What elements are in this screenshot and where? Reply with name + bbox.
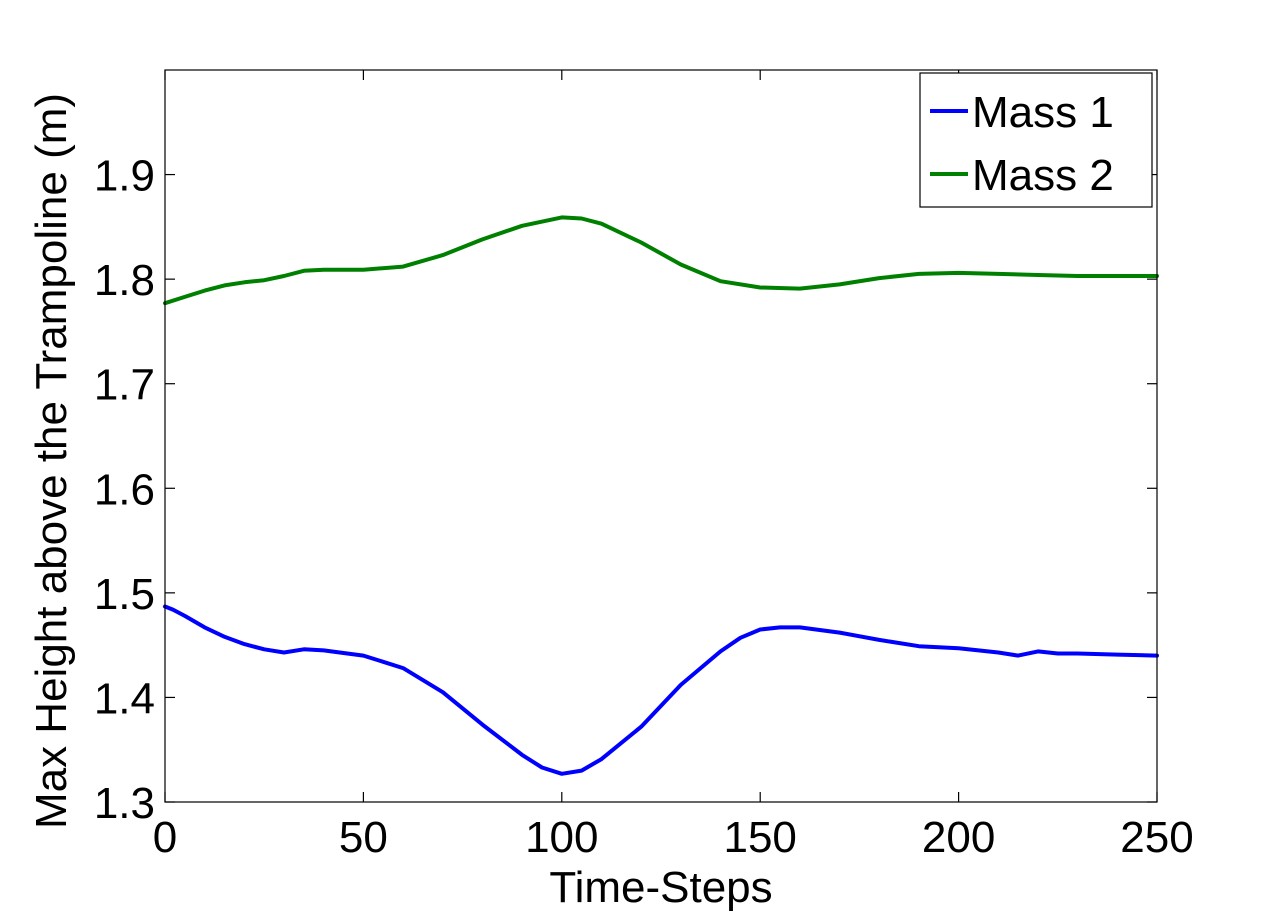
axes-frame [164, 69, 1158, 803]
x-tick-label: 0 [153, 813, 177, 862]
axis-labels: Time-Steps Max Height above the Trampoli… [27, 93, 773, 912]
y-tick-label: 1.7 [94, 361, 155, 410]
x-tick-label: 50 [339, 813, 388, 862]
x-tick-label: 200 [922, 813, 995, 862]
legend-box [919, 72, 1153, 208]
series-line-1 [163, 604, 1159, 776]
legend-label-1: Mass 1 [972, 88, 1114, 137]
x-tick-label: 150 [723, 813, 796, 862]
legend-label-2: Mass 2 [972, 151, 1114, 200]
legend: Mass 1 Mass 2 [919, 72, 1153, 208]
y-axis-label: Max Height above the Trampoline (m) [27, 93, 76, 829]
y-tick-label: 1.5 [94, 570, 155, 619]
series-lines [163, 215, 1159, 776]
x-tick-label: 100 [525, 813, 598, 862]
x-tick-label: 250 [1120, 813, 1193, 862]
x-axis-label: Time-Steps [549, 863, 772, 912]
y-tick-label: 1.9 [94, 152, 155, 201]
series-line-2 [163, 215, 1159, 306]
axes-box [164, 69, 1158, 803]
y-tick-label: 1.4 [94, 674, 155, 723]
y-tick-label: 1.6 [94, 465, 155, 514]
y-tick-label: 1.3 [94, 779, 155, 828]
axis-ticks: 0 50 100 150 200 250 1.3 1.4 1.5 1.6 1.7 1.8 1.9 [94, 70, 1194, 862]
y-tick-label: 1.8 [94, 256, 155, 305]
